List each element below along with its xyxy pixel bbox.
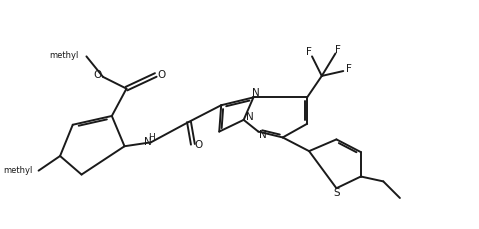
Text: H: H <box>148 133 155 142</box>
Text: S: S <box>333 188 340 198</box>
Text: O: O <box>93 70 101 80</box>
Text: N: N <box>144 137 152 147</box>
Text: F: F <box>346 64 352 74</box>
Text: F: F <box>306 47 312 57</box>
Text: F: F <box>335 45 342 55</box>
Text: O: O <box>194 140 203 150</box>
Text: methyl: methyl <box>3 166 33 175</box>
Text: O: O <box>158 70 166 80</box>
Text: N: N <box>259 130 267 139</box>
Text: N: N <box>252 87 260 98</box>
Text: methyl: methyl <box>49 51 79 60</box>
Text: N: N <box>246 112 253 122</box>
